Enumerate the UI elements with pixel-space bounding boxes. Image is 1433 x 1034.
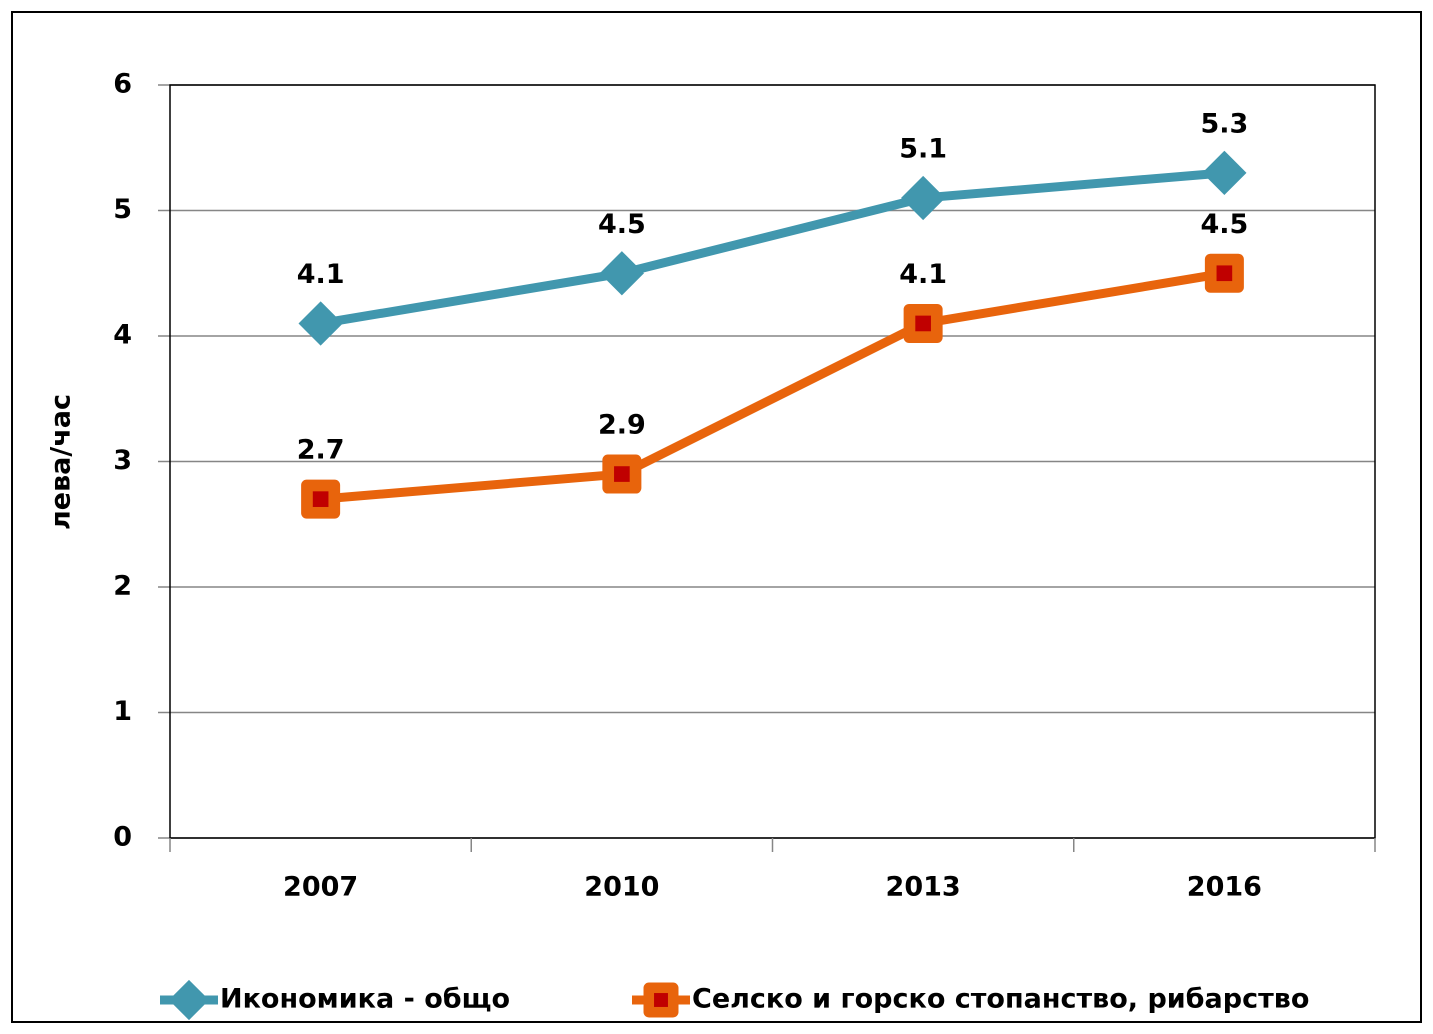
y-tick-label: 6 xyxy=(113,69,132,100)
series-line xyxy=(320,268,1226,504)
chart-frame xyxy=(11,11,1422,1023)
y-tick-label: 3 xyxy=(113,445,132,476)
y-tick-label: 4 xyxy=(113,320,132,351)
legend-label: Икономика - общо xyxy=(220,984,510,1015)
data-label: 4.5 xyxy=(1200,209,1248,240)
x-tick-label: 2016 xyxy=(1187,872,1262,903)
legend-label: Селско и горско стопанство, рибарство xyxy=(692,984,1309,1015)
data-label: 5.3 xyxy=(1200,108,1248,139)
y-axis-label: лева/час xyxy=(46,394,77,530)
y-tick-label: 5 xyxy=(113,194,132,225)
data-label: 4.5 xyxy=(598,209,646,240)
marker xyxy=(298,301,343,346)
marker xyxy=(599,251,644,296)
marker-center xyxy=(654,993,668,1007)
marker-center xyxy=(312,491,329,507)
marker-center xyxy=(915,315,931,332)
data-label: 4.1 xyxy=(297,259,345,290)
data-label: 2.9 xyxy=(598,410,646,441)
marker xyxy=(901,175,946,221)
y-tick-label: 2 xyxy=(113,571,132,602)
x-tick-label: 2010 xyxy=(584,872,659,903)
series-line xyxy=(319,168,1225,328)
x-tick-label: 2013 xyxy=(886,872,961,903)
marker-center xyxy=(614,466,630,482)
data-label: 2.7 xyxy=(297,435,345,466)
x-tick-label: 2007 xyxy=(283,872,358,903)
y-tick-label: 0 xyxy=(113,822,132,853)
data-label: 4.1 xyxy=(899,259,947,290)
marker xyxy=(168,979,210,1021)
marker xyxy=(1202,150,1247,195)
marker-center xyxy=(1216,265,1233,282)
y-tick-label: 1 xyxy=(113,696,132,727)
data-label: 5.1 xyxy=(899,133,947,164)
